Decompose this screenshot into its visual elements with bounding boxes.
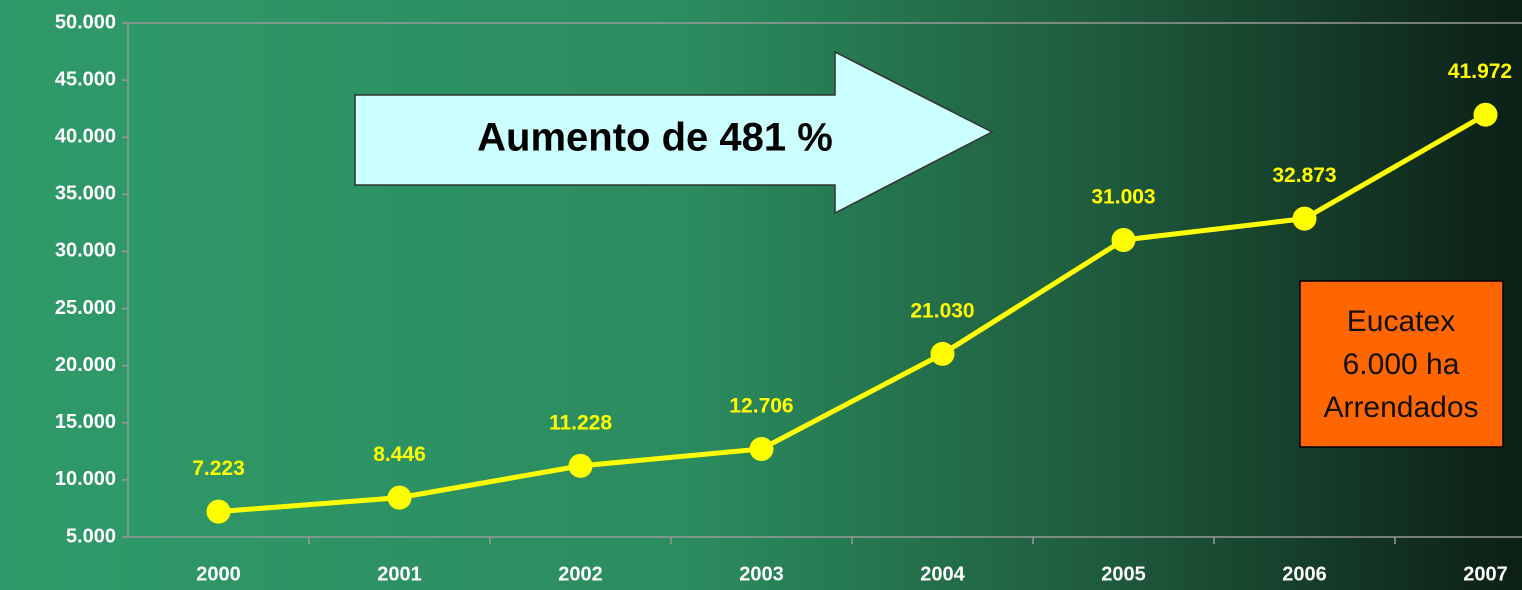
point <box>930 341 955 366</box>
note-box <box>1299 280 1504 448</box>
annotation: 6.000 ha <box>1343 348 1460 381</box>
x-tick-label: 2002 <box>558 563 603 585</box>
data-label: 8.446 <box>373 443 426 466</box>
data-label: 41.972 <box>1448 60 1512 83</box>
point <box>1292 206 1317 231</box>
x-tick-label: 2007 <box>1463 563 1508 585</box>
y-tick-label: 45.000 <box>55 68 116 90</box>
y-tick-label: 10.000 <box>55 468 116 490</box>
x-tick-label: 2003 <box>739 563 784 585</box>
annotation: Arrendados <box>1323 391 1478 424</box>
point <box>387 485 412 510</box>
y-tick-label: 50.000 <box>55 11 116 33</box>
annotation: Eucatex <box>1347 305 1455 338</box>
point <box>749 436 774 461</box>
y-tick-label: 25.000 <box>55 297 116 319</box>
y-tick-label: 20.000 <box>55 354 116 376</box>
y-tick-label: 5.000 <box>66 525 116 547</box>
y-tick-label: 15.000 <box>55 411 116 433</box>
point <box>206 499 231 524</box>
x-tick-label: 2005 <box>1101 563 1146 585</box>
data-label: 11.228 <box>549 411 612 434</box>
data-label: 7.223 <box>192 457 245 480</box>
data-label: 21.030 <box>910 299 974 322</box>
y-tick-label: 40.000 <box>55 126 116 148</box>
point <box>1473 102 1498 127</box>
y-tick-label: 35.000 <box>55 183 116 205</box>
x-tick-label: 2006 <box>1282 563 1327 585</box>
x-tick-label: 2004 <box>920 563 965 585</box>
point <box>1111 227 1136 252</box>
data-label: 31.003 <box>1091 186 1155 209</box>
line <box>218 112 1487 515</box>
arrow <box>354 50 994 215</box>
data-label: 12.706 <box>729 395 793 418</box>
data-label: 32.873 <box>1272 164 1336 187</box>
x-tick-label: 2000 <box>196 563 241 585</box>
x-tick-label: 2001 <box>377 563 422 585</box>
y-tick-label: 30.000 <box>55 240 116 262</box>
annotation: Aumento de 481 % <box>477 116 833 160</box>
point <box>568 453 593 478</box>
